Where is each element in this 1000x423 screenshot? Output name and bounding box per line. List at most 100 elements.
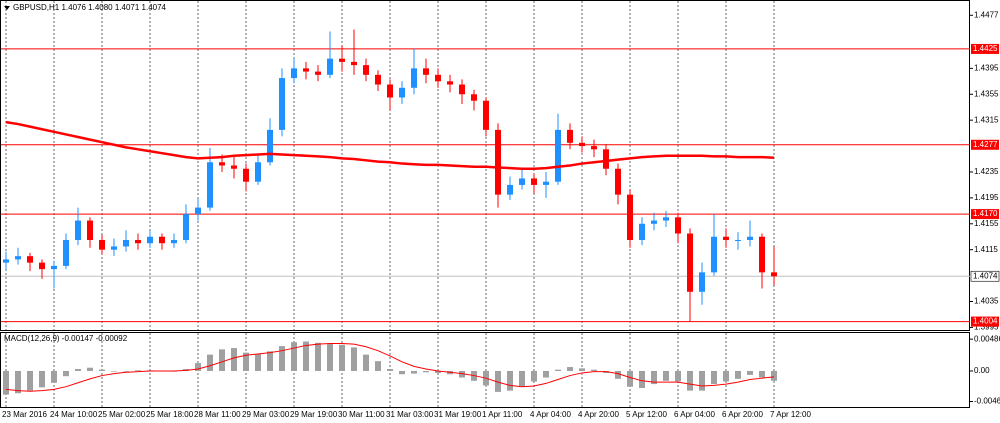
candle-body: [423, 68, 429, 75]
macd-bar: [3, 370, 9, 395]
candle-body: [675, 217, 681, 234]
candle-body: [111, 246, 117, 250]
candle-body: [3, 259, 9, 263]
candle-body: [603, 149, 609, 169]
candle-body: [339, 58, 345, 62]
signal-line: [5, 342, 775, 392]
macd-bar: [375, 361, 381, 371]
candle-body: [543, 181, 549, 185]
macd-bar: [519, 370, 525, 387]
y-tick-label: 1.4195: [974, 193, 999, 202]
macd-bar: [543, 370, 549, 378]
candle-body: [351, 61, 357, 66]
x-tick-label: 1 Apr 11:00: [482, 410, 523, 419]
macd-bar: [687, 370, 693, 391]
macd-bar: [195, 363, 201, 371]
macd-bar: [291, 342, 297, 371]
macd-bar: [135, 370, 141, 371]
candle-body: [327, 58, 333, 75]
y-tick-label: 1.4115: [974, 245, 998, 254]
macd-bar: [339, 344, 345, 371]
x-tick-label: 28 Mar 11:00: [194, 410, 241, 419]
macd-bar: [747, 370, 753, 375]
candle-body: [231, 165, 237, 169]
macd-bar: [399, 370, 405, 375]
x-tick-label: 31 Mar 19:00: [434, 410, 482, 419]
macd-bar: [615, 370, 621, 379]
candle-body: [627, 194, 633, 240]
level-label: 1.4425: [973, 44, 998, 53]
candle-body: [615, 168, 621, 195]
x-tick-label: 24 Mar 10:00: [50, 410, 98, 419]
candle-body: [435, 74, 441, 82]
candle-body: [711, 236, 717, 273]
candle-body: [651, 220, 657, 224]
y-tick-label: 1.4155: [974, 219, 999, 228]
candle-body: [735, 239, 741, 241]
candle-body: [171, 239, 177, 244]
macd-bar: [75, 369, 81, 371]
y-tick-label: 0.00: [974, 366, 990, 375]
macd-bar: [675, 370, 681, 382]
macd-bar: [591, 369, 597, 371]
candle-body: [759, 236, 765, 273]
candle-body: [519, 178, 525, 185]
macd-bar: [123, 370, 129, 372]
candle-body: [135, 239, 141, 244]
y-tick-label: 1.4477: [974, 10, 999, 19]
candle-body: [123, 239, 129, 247]
macd-bar: [567, 367, 573, 371]
x-tick-label: 29 Mar 19:00: [290, 410, 338, 419]
candle-body: [399, 87, 405, 98]
x-tick-label: 6 Apr 04:00: [674, 410, 715, 419]
y-tick-label: 1.4035: [974, 297, 999, 306]
y-tick-label: 0.00486: [974, 334, 1000, 343]
x-tick-label: 6 Apr 20:00: [722, 410, 763, 419]
candle-body: [51, 265, 57, 270]
x-tick-label: 4 Apr 20:00: [578, 410, 619, 419]
macd-bar: [63, 370, 69, 377]
macd-bar: [51, 370, 57, 383]
candle-body: [411, 68, 417, 88]
y-tick-label: -0.00466: [974, 397, 1000, 406]
candle-body: [363, 65, 369, 75]
candle-body: [687, 233, 693, 292]
candle-body: [459, 84, 465, 95]
candle-body: [447, 81, 453, 85]
macd-bar: [627, 370, 633, 387]
macd-bar: [663, 370, 669, 381]
macd-bar: [27, 370, 33, 391]
moving-average: [5, 120, 775, 170]
candle-body: [531, 178, 537, 185]
candle-body: [387, 84, 393, 98]
candle-body: [183, 214, 189, 240]
candle-body: [279, 78, 285, 130]
x-tick-label: 7 Apr 12:00: [770, 410, 811, 419]
macd-bar: [15, 370, 21, 394]
candle-body: [663, 217, 669, 221]
macd-bar: [111, 370, 117, 372]
chart-title: GBPUSD,H1 1.4076 1.4080 1.4071 1.4074: [13, 3, 167, 12]
candle-body: [15, 256, 21, 260]
candle-body: [147, 236, 153, 244]
candle-body: [639, 223, 645, 240]
macd-bar: [711, 370, 717, 385]
candle-body: [303, 68, 309, 72]
macd-bar: [231, 348, 237, 371]
candle-body: [495, 129, 501, 195]
level-label-box: [971, 43, 999, 54]
x-tick-label: 29 Mar 03:00: [242, 410, 290, 419]
x-tick-label: 31 Mar 03:00: [386, 410, 434, 419]
x-tick-label: 25 Mar 02:00: [98, 410, 146, 419]
candle-body: [375, 74, 381, 85]
macd-bar: [555, 369, 561, 371]
candle-body: [195, 207, 201, 215]
candle-body: [723, 236, 729, 240]
candle-body: [99, 239, 105, 250]
x-tick-label: 30 Mar 11:00: [338, 410, 385, 419]
level-label-box: [971, 209, 999, 220]
candle-body: [555, 129, 561, 182]
macd-bar: [219, 349, 225, 371]
macd-bar: [243, 352, 249, 371]
